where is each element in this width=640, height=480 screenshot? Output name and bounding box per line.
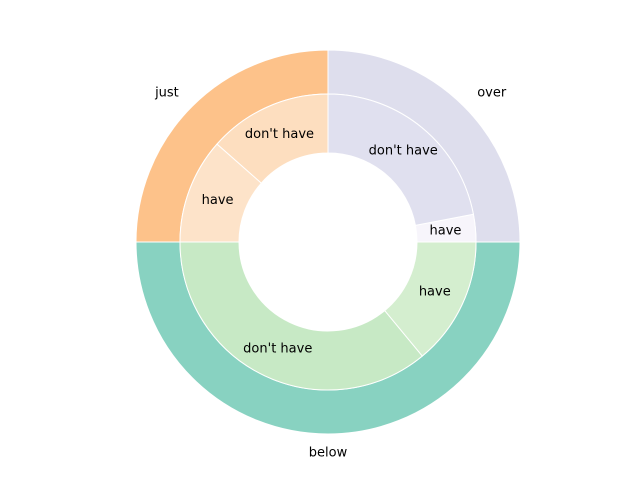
inner-label-0: have [430,223,462,238]
inner-slice-1 [327,93,474,226]
inner-label-1: don't have [369,144,438,159]
outer-label-1: just [154,85,179,100]
inner-label-5: have [419,285,451,300]
outer-label-2: below [309,446,348,461]
outer-label-0: over [477,85,507,100]
inner-label-3: have [202,193,234,208]
inner-slice-5 [384,241,477,357]
inner-label-2: don't have [245,127,314,142]
inner-slice-4 [179,241,424,391]
inner-label-4: don't have [243,341,312,356]
